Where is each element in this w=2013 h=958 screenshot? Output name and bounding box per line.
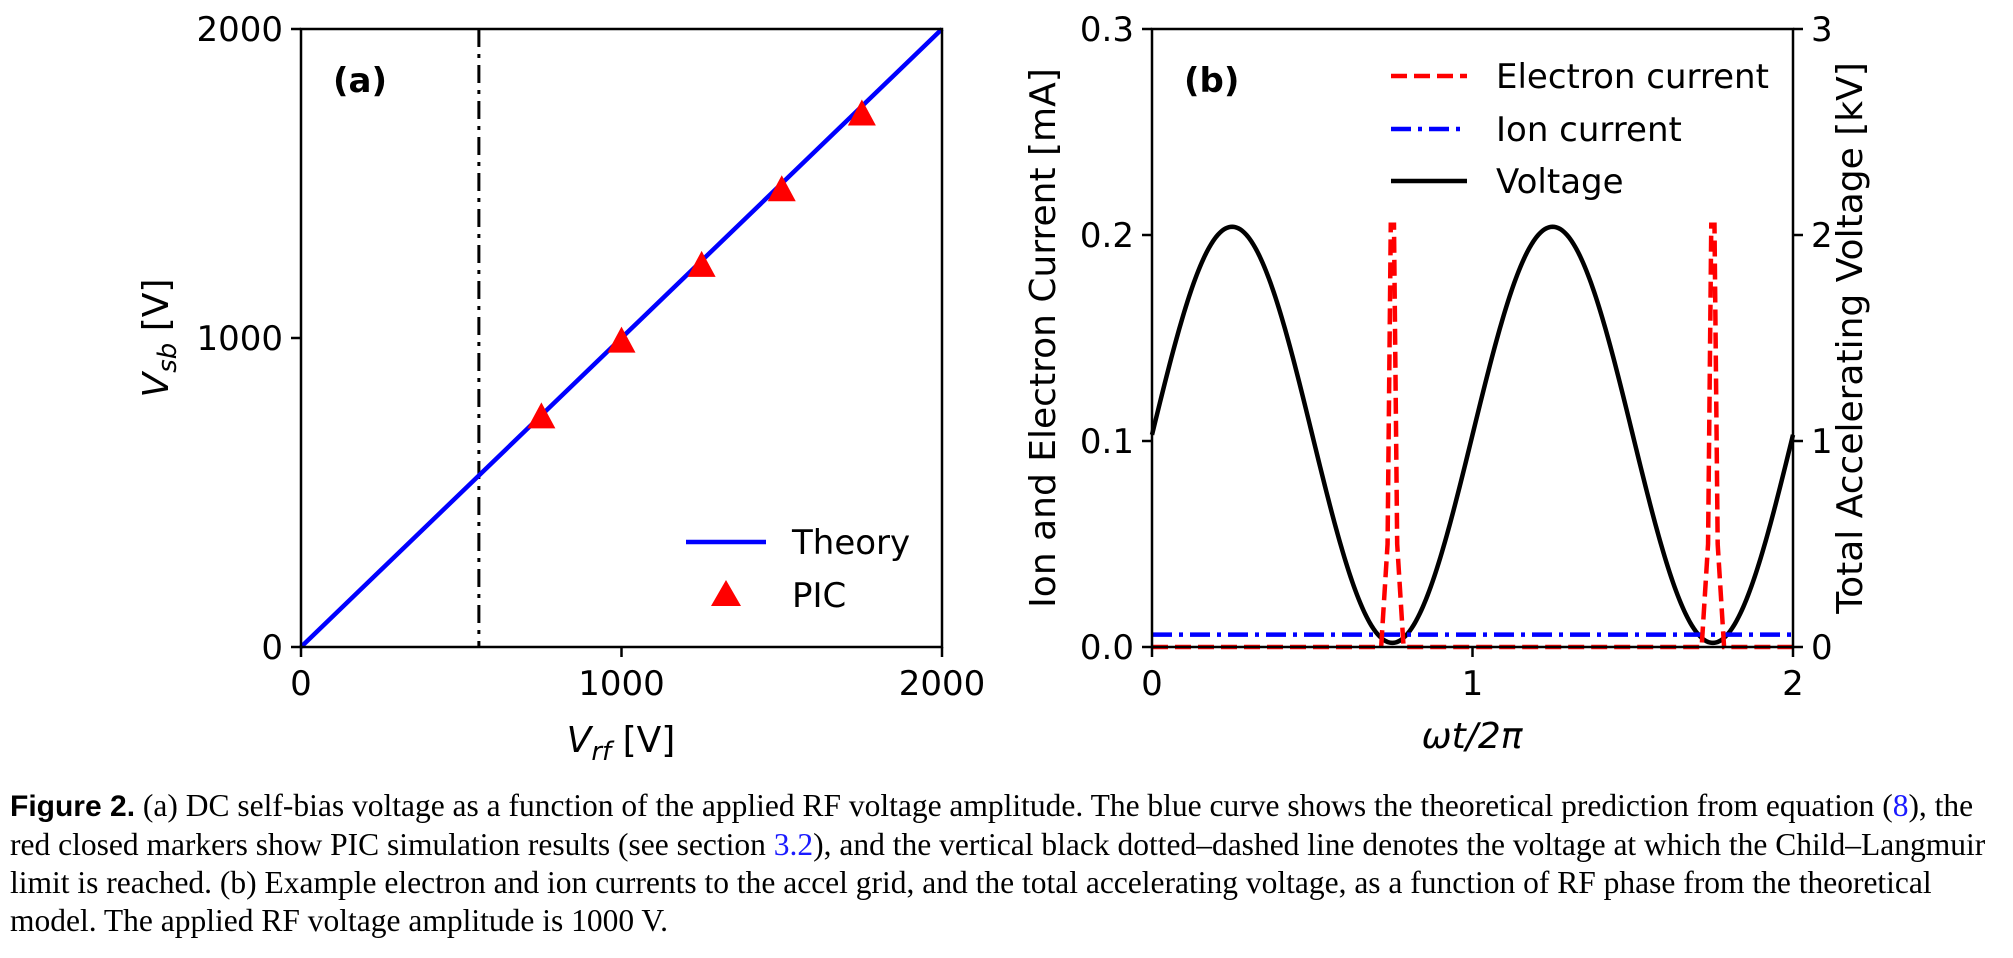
- y-tick-label: 1000: [196, 319, 283, 359]
- caption-text-1: (a) DC self-bias voltage as a function o…: [135, 788, 1893, 823]
- figure-caption: Figure 2. (a) DC self-bias voltage as a …: [10, 787, 2013, 940]
- panel-a-chart: 0 1000 2000 0 1000 2000 (a) Vrf [V] Vsb [V] T…: [136, 10, 985, 767]
- panel-b-chart: 0 1 2 0.0 0.1 0.2 0.3 0 1 2 3 (b) ωt/2π Ion and El…: [1023, 10, 1871, 757]
- x-tick-label: 0: [290, 664, 312, 704]
- panel-a-xlabel: Vrf [V]: [567, 720, 676, 767]
- y-tick-label-left: 0.2: [1080, 216, 1134, 256]
- x-tick-label: 1000: [578, 664, 665, 704]
- legend-pic-marker: [711, 580, 741, 606]
- y-tick-label-right: 0: [1811, 628, 1833, 668]
- legend-pic-label: PIC: [792, 576, 846, 616]
- caption-text-2: ), the red closed markers show PIC simul…: [10, 788, 1974, 862]
- y-tick-label-right: 3: [1811, 10, 1833, 50]
- voltage-line: [1149, 224, 1796, 646]
- legend-ion-label: Ion current: [1496, 110, 1682, 150]
- panel-a-series: [299, 27, 944, 649]
- panel-b-series: [1149, 222, 1796, 650]
- legend-theory-label: Theory: [791, 523, 910, 563]
- panel-a-ylabel: Vsb [V]: [136, 279, 183, 398]
- caption-section-ref[interactable]: 3.2: [773, 827, 814, 862]
- legend-voltage-label: Voltage: [1496, 162, 1624, 202]
- panel-b-ylabel-left: Ion and Electron Current [mA]: [1023, 68, 1064, 608]
- pic-marker: [687, 250, 716, 277]
- pic-marker: [527, 402, 556, 429]
- caption-text-3: ), and the vertical black dotted–dashed …: [10, 827, 1986, 938]
- pic-marker: [847, 99, 876, 126]
- panel-a-label: (a): [333, 61, 387, 101]
- legend-electron-label: Electron current: [1496, 57, 1769, 97]
- x-tick-label: 1: [1462, 664, 1484, 704]
- y-tick-label-right: 1: [1811, 422, 1833, 462]
- panel-a-legend: Theory PIC: [686, 523, 910, 616]
- panel-a-ticks: 0 1000 2000 0 1000 2000: [196, 10, 985, 704]
- caption-equation-ref[interactable]: 8: [1892, 788, 1909, 823]
- x-tick-label: 2: [1782, 664, 1804, 704]
- figure: 0 1000 2000 0 1000 2000 (a) Vrf [V] Vsb [V] T…: [136, 10, 1871, 767]
- panel-b-legend: Electron current Ion current Voltage: [1391, 57, 1769, 202]
- panel-b-ticks: 0 1 2 0.0 0.1 0.2 0.3 0 1 2 3: [1080, 10, 1833, 704]
- pic-marker: [767, 175, 796, 202]
- panel-b-label: (b): [1184, 61, 1239, 101]
- y-tick-label-left: 0.1: [1080, 422, 1134, 462]
- caption-figure-label: Figure 2.: [10, 790, 136, 823]
- y-tick-label: 2000: [196, 10, 283, 50]
- pic-marker: [607, 326, 636, 353]
- y-tick-label-right: 2: [1811, 216, 1833, 256]
- x-tick-label: 2000: [899, 664, 986, 704]
- y-tick-label-left: 0.0: [1080, 628, 1134, 668]
- panel-b-frame: [1150, 27, 1795, 649]
- x-tick-label: 0: [1141, 664, 1163, 704]
- panel-b-ylabel-right: Total Accelerating Voltage [kV]: [1830, 62, 1871, 615]
- panel-b-xlabel: ωt/2π: [1422, 716, 1524, 757]
- y-tick-label: 0: [261, 628, 283, 668]
- y-tick-label-left: 0.3: [1080, 10, 1134, 50]
